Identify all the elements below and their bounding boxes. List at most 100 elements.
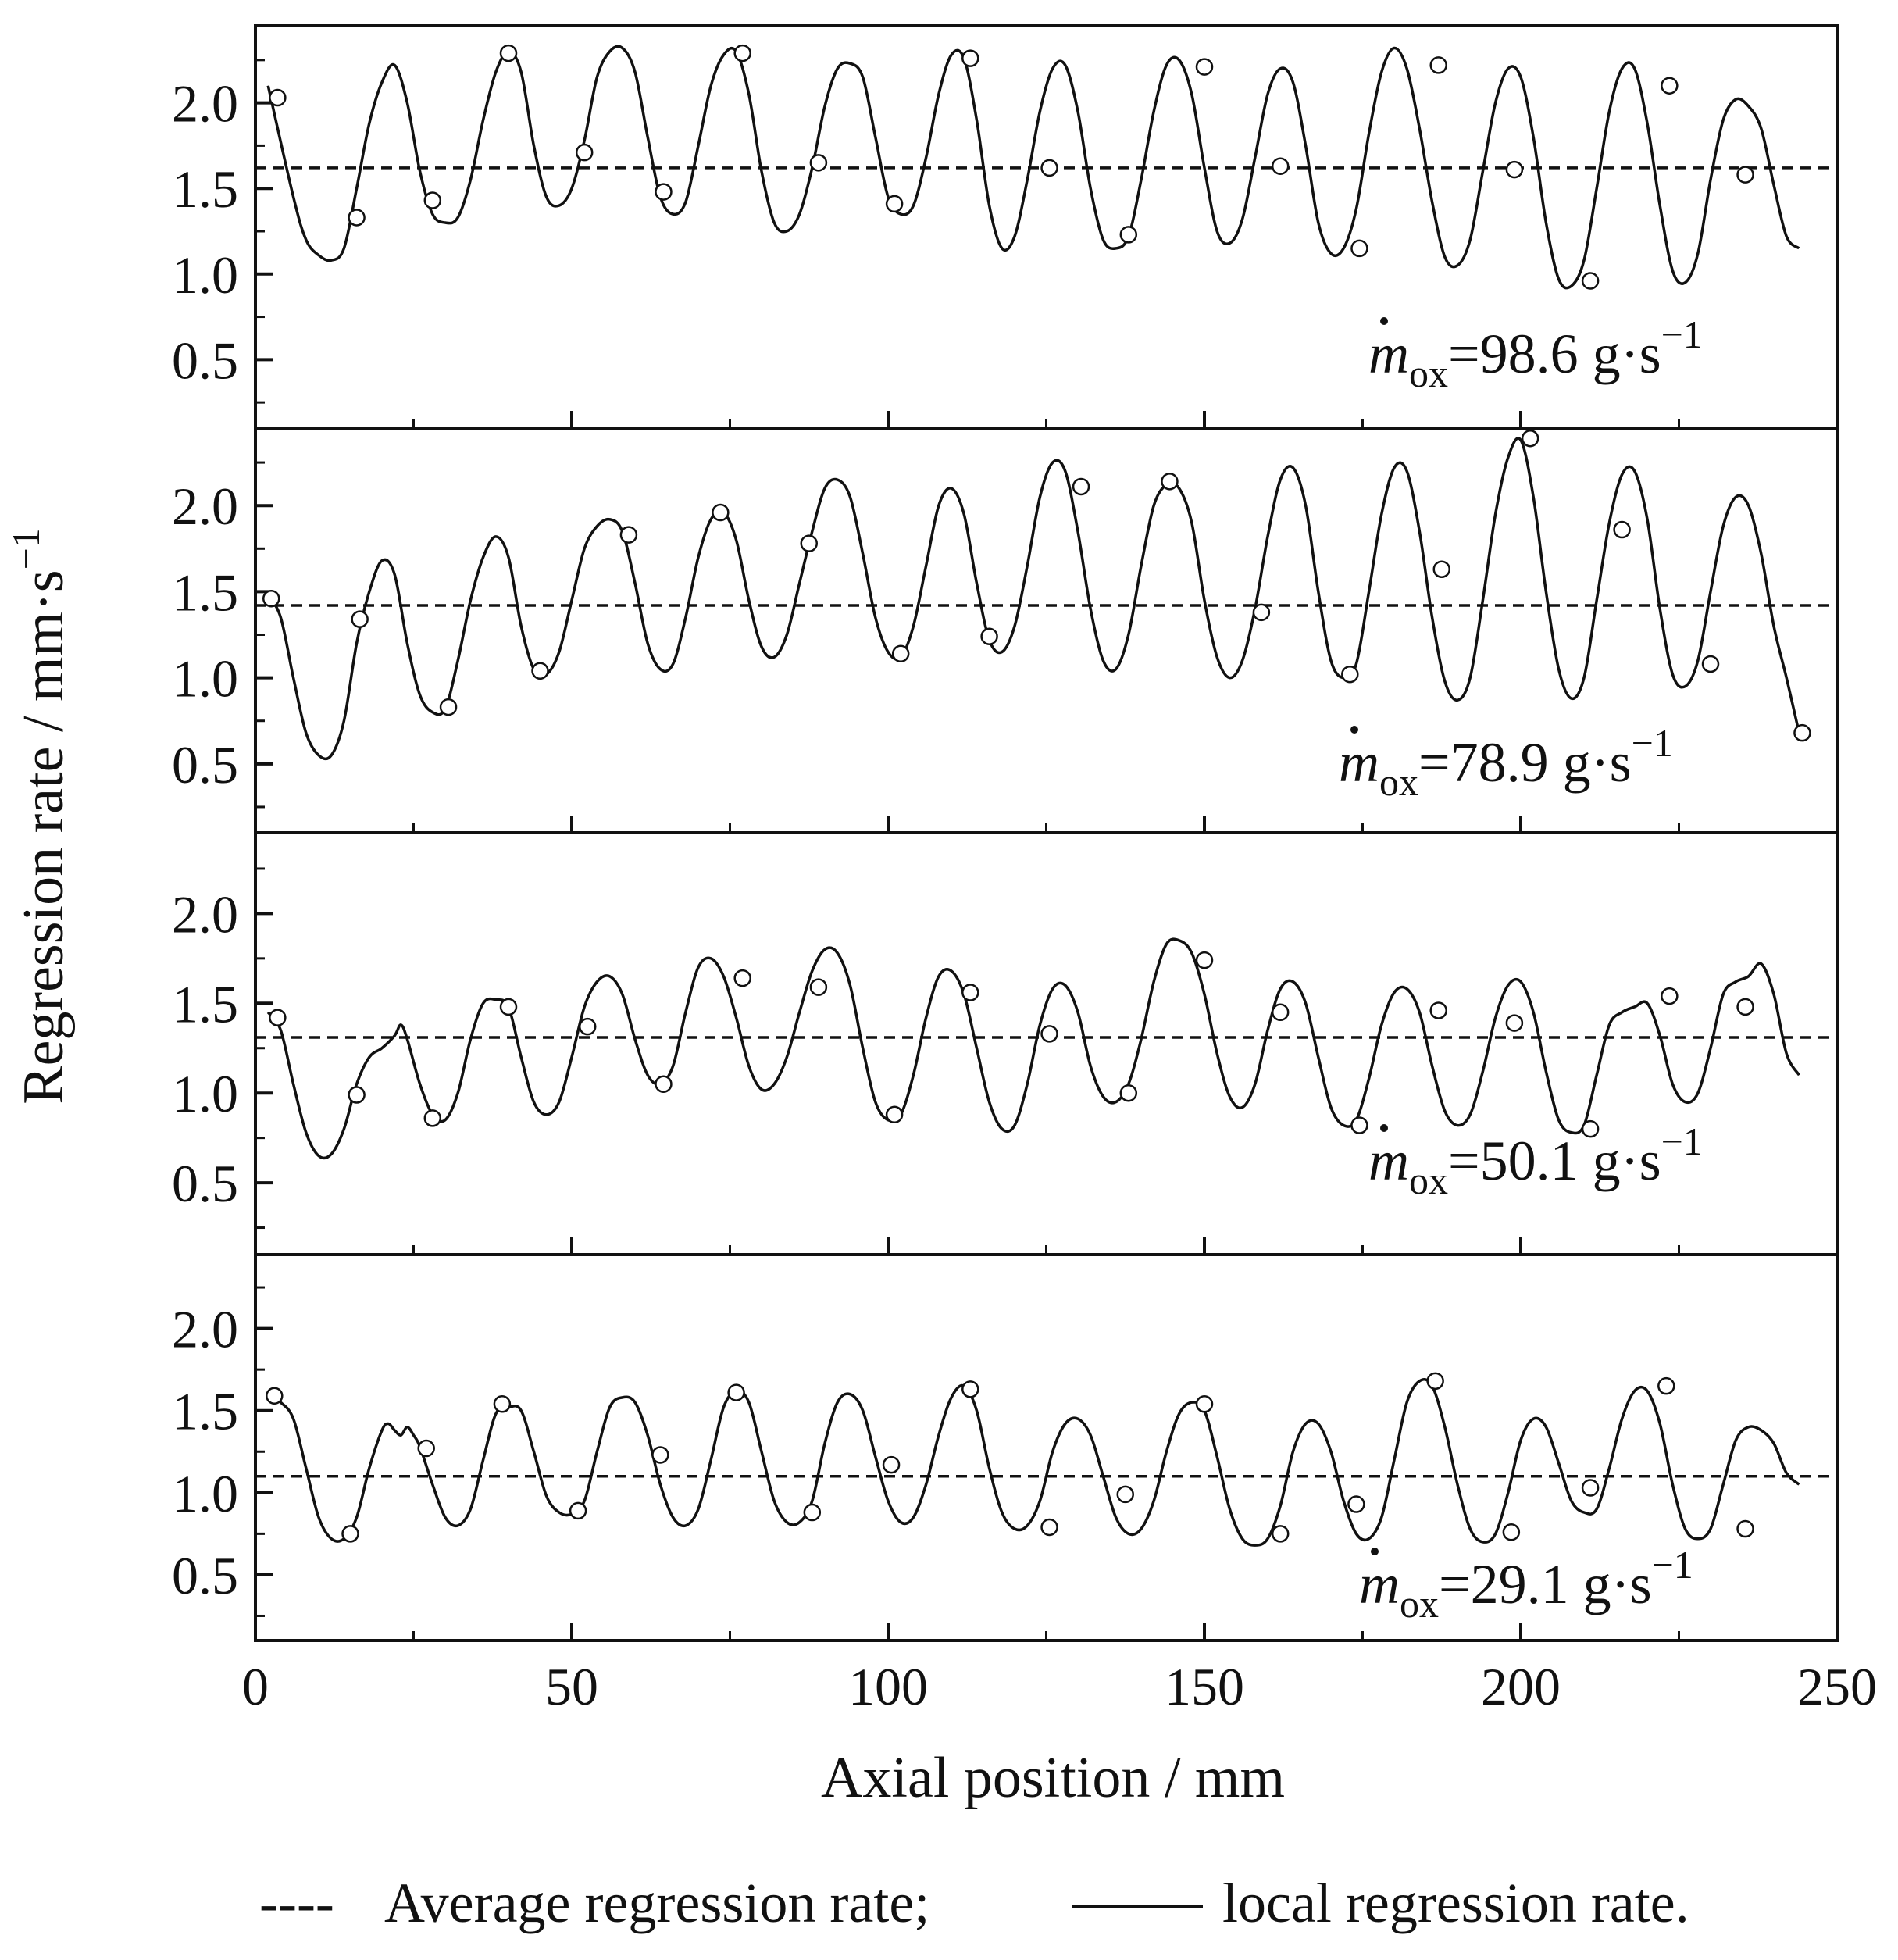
data-marker (1581, 1479, 1600, 1497)
mass-flow-label: mox=50.1 g·s−1 (1368, 1119, 1703, 1202)
data-marker (733, 44, 751, 62)
data-marker (1429, 56, 1447, 74)
data-marker (1581, 272, 1600, 290)
data-marker (1505, 160, 1524, 179)
data-marker (733, 969, 751, 987)
x-tick-label: 50 (545, 1657, 598, 1716)
y-tick-label: 2.0 (172, 477, 238, 536)
y-tick-label: 1.5 (172, 1382, 238, 1441)
y-axis-label: Regression rate / mm·s−1 (4, 528, 76, 1105)
mass-flow-dot (1371, 1548, 1379, 1555)
data-marker (348, 209, 366, 227)
data-marker (980, 627, 998, 645)
data-marker (1271, 1003, 1290, 1022)
y-tick-label: 2.0 (172, 1300, 238, 1359)
data-marker (1426, 1372, 1444, 1391)
panel-4: 0.5 1.0 1.5 2.0 mox=29.1 g·s−1 (172, 1253, 1839, 1642)
local-regression-curve (266, 437, 1801, 761)
x-tick-label: 150 (1165, 1657, 1244, 1716)
legend-average-label: Average regression rate; (384, 1872, 929, 1934)
legend-local-label: local regression rate. (1222, 1872, 1689, 1934)
data-marker (961, 1380, 979, 1398)
data-marker (961, 49, 979, 67)
y-tick-label: 1.5 (172, 562, 238, 622)
data-marker (809, 978, 828, 996)
data-marker (1195, 951, 1214, 969)
data-marker (1613, 520, 1631, 539)
y-tick-label: 1.0 (172, 245, 238, 305)
data-marker (348, 1086, 366, 1104)
data-marker (1657, 1376, 1675, 1395)
data-marker (499, 998, 518, 1016)
x-tick-label: 100 (848, 1657, 928, 1716)
data-marker (1252, 603, 1271, 622)
data-marker (269, 1009, 287, 1026)
local-regression-curve (266, 937, 1800, 1160)
data-marker (1432, 560, 1450, 578)
mass-flow-label: mox=78.9 g·s−1 (1339, 721, 1673, 804)
data-marker (575, 143, 594, 162)
data-marker (1119, 1084, 1138, 1102)
legend: ---- Average regression rate; local regr… (259, 1872, 1689, 1934)
x-axis-label: Axial position / mm (821, 1746, 1285, 1810)
data-marker (1736, 998, 1754, 1016)
data-marker (1661, 987, 1679, 1005)
data-marker (499, 44, 518, 62)
data-marker (493, 1395, 512, 1413)
y-tick-label: 2.0 (172, 884, 238, 944)
y-tick-label: 1.0 (172, 1064, 238, 1123)
x-tick-label: 250 (1797, 1657, 1877, 1716)
data-marker (423, 1109, 442, 1127)
panel-2: 0.5 1.0 1.5 2.0 mox=78.9 g·s−1 (172, 427, 1839, 834)
y-tick-label: 0.5 (172, 330, 238, 390)
data-marker (882, 1455, 901, 1474)
y-tick-label: 1.5 (172, 159, 238, 219)
y-tick-label: 1.0 (172, 1464, 238, 1523)
data-marker (351, 610, 369, 628)
data-marker (961, 984, 979, 1001)
data-marker (1341, 665, 1359, 684)
data-marker (1502, 1523, 1521, 1541)
data-marker (341, 1525, 359, 1543)
data-marker (1040, 1518, 1058, 1537)
panels-group: 0.5 1.0 1.5 2.0 mox=98.6 g·s−1 0.5 1.0 1.5 2.0 mo… (172, 24, 1877, 1716)
data-marker (1505, 1014, 1524, 1032)
local-regression-curve (266, 45, 1800, 290)
data-marker (423, 191, 442, 209)
y-tick-label: 0.5 (172, 1154, 238, 1213)
y-tick-label: 1.0 (172, 649, 238, 709)
data-marker (885, 1105, 904, 1124)
data-marker (1119, 226, 1138, 244)
y-tick-label: 0.5 (172, 1546, 238, 1605)
data-marker (1347, 1495, 1365, 1513)
panel-1: 0.5 1.0 1.5 2.0 mox=98.6 g·s−1 (172, 24, 1839, 430)
x-tick-label: 200 (1481, 1657, 1561, 1716)
local-regression-curve (267, 1378, 1800, 1547)
data-marker (1271, 157, 1290, 175)
y-tick-label: 0.5 (172, 735, 238, 794)
mass-flow-dot (1350, 726, 1358, 734)
data-marker (1072, 477, 1090, 496)
x-tick-label: 0 (242, 1657, 269, 1716)
data-marker (262, 589, 280, 608)
data-marker (800, 534, 818, 552)
data-marker (1661, 77, 1679, 95)
data-marker (266, 1387, 284, 1405)
data-marker (1195, 58, 1214, 76)
data-marker (809, 154, 828, 172)
data-marker (269, 88, 287, 107)
data-marker (1195, 1395, 1214, 1413)
data-marker (803, 1503, 822, 1522)
panel-3: 0.5 1.0 1.5 2.0 mox=50.1 g·s−1 (172, 831, 1839, 1256)
data-marker (579, 1017, 597, 1036)
data-marker (1736, 1519, 1754, 1538)
data-marker (655, 1075, 673, 1093)
data-marker (1793, 723, 1811, 742)
data-marker (1736, 166, 1754, 184)
mass-flow-dot (1380, 1124, 1388, 1132)
mass-flow-dot (1380, 317, 1388, 325)
data-marker (569, 1501, 587, 1520)
data-marker (891, 644, 910, 663)
data-marker (655, 183, 673, 201)
data-marker (1040, 1025, 1058, 1043)
